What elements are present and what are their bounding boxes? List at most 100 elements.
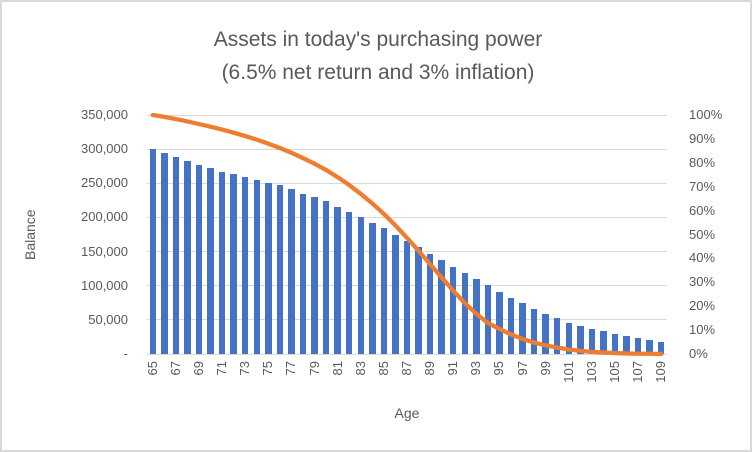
y-axis-right-tick-label: 80% <box>689 154 716 170</box>
bar <box>334 207 341 354</box>
x-axis-title: Age <box>394 405 420 421</box>
x-axis-tick-label: 97 <box>514 361 530 376</box>
x-axis-tick-label: 77 <box>283 361 299 376</box>
y-axis-left-tick-label: 150,000 <box>81 243 128 259</box>
gridline <box>147 148 667 150</box>
y-axis-right-tick-label: 50% <box>689 226 716 242</box>
bar <box>519 303 526 354</box>
chart-title-line1: Assets in today's purchasing power <box>213 28 543 51</box>
x-axis-tick-label: 99 <box>537 361 553 376</box>
bar <box>184 160 191 354</box>
y-axis-left-tick-label: 200,000 <box>81 209 128 225</box>
gridline <box>147 353 667 355</box>
bar <box>207 168 214 354</box>
y-axis-right-tick-label: 70% <box>689 178 716 194</box>
y-axis-right-tick-label: 20% <box>689 298 716 314</box>
x-axis-tick-label: 105 <box>607 361 622 383</box>
bar <box>288 189 295 354</box>
bar <box>253 179 261 354</box>
x-axis-tick-label: 65 <box>144 361 160 376</box>
y-axis-right-tick-label: 30% <box>689 274 716 290</box>
bar <box>623 336 630 354</box>
x-axis-tick-label: 101 <box>560 361 576 383</box>
bar <box>369 222 376 354</box>
bar <box>403 240 411 354</box>
y-axis-right-tick-label: 90% <box>689 130 716 146</box>
bar <box>438 260 445 354</box>
bar <box>484 285 492 354</box>
x-axis-tick-label: 107 <box>630 361 646 383</box>
x-axis-tick-label: 93 <box>468 361 484 376</box>
x-axis-tick-label: 71 <box>214 361 230 376</box>
bar <box>577 326 584 354</box>
y-axis-right-tick-label: 60% <box>689 202 716 218</box>
chart-title-line2: (6.5% net return and 3% inflation) <box>221 61 535 84</box>
bar <box>600 331 607 354</box>
y-axis-right-tick-label: 10% <box>689 322 716 338</box>
bar <box>218 171 226 354</box>
y-axis-right-tick-label: 0% <box>689 346 708 361</box>
bar <box>195 164 203 354</box>
y-axis-left-title: Balance <box>22 209 38 260</box>
x-axis-tick-label: 87 <box>399 361 414 376</box>
bar <box>172 157 180 354</box>
x-axis-tick-label: 81 <box>329 361 345 376</box>
x-axis-tick-label: 91 <box>445 361 461 376</box>
bar <box>530 308 538 354</box>
percent-line-series <box>150 112 664 357</box>
bar <box>230 174 237 354</box>
bar <box>241 177 249 354</box>
x-axis-tick-label: 85 <box>375 361 391 376</box>
bar <box>357 216 365 354</box>
bar <box>507 298 515 354</box>
x-axis-tick-label: 83 <box>352 361 368 376</box>
x-axis-tick-label: 75 <box>260 361 276 376</box>
y-axis-left-tick-label: 250,000 <box>81 175 128 191</box>
bar <box>565 322 573 354</box>
bar <box>299 193 307 354</box>
bar <box>149 149 157 354</box>
x-axis-tick-label: 109 <box>653 361 669 383</box>
bar <box>611 334 619 354</box>
x-axis-tick-label: 67 <box>167 361 183 376</box>
x-axis-tick-label: 73 <box>237 361 253 376</box>
bar <box>392 234 399 354</box>
bar <box>426 253 434 354</box>
chart-title: Assets in today's purchasing power (6.5%… <box>26 23 730 89</box>
bar <box>276 185 284 354</box>
bar <box>415 247 422 354</box>
y-axis-right-tick-label: 100% <box>689 107 723 122</box>
bar <box>634 337 642 354</box>
bar <box>542 313 549 354</box>
y-axis-left-tick-label: 100,000 <box>81 277 128 293</box>
bar <box>345 211 353 354</box>
bar <box>657 341 665 354</box>
x-axis-tick-label: 69 <box>191 361 206 376</box>
percent-line <box>150 112 664 357</box>
gridline <box>147 216 667 218</box>
gridline <box>147 114 667 116</box>
y-axis-left-tick-label: 50,000 <box>88 311 128 327</box>
bar <box>265 182 272 354</box>
y-axis-right-tick-label: 40% <box>689 250 716 266</box>
bar <box>496 291 503 354</box>
y-axis-left-tick-label: 350,000 <box>81 107 128 122</box>
gridline <box>147 182 667 184</box>
bar <box>449 267 457 354</box>
bar <box>646 339 653 354</box>
bar <box>588 328 596 354</box>
bar <box>311 196 318 354</box>
bar <box>380 228 388 354</box>
bar <box>553 317 561 354</box>
bar <box>161 153 168 354</box>
bar <box>461 273 469 354</box>
plot-area <box>147 112 667 357</box>
x-axis-tick-label: 89 <box>422 361 438 376</box>
x-axis-tick-label: 79 <box>306 361 322 376</box>
y-axis-left-tick-label: - <box>123 346 128 361</box>
y-axis-left-tick-label: 300,000 <box>81 141 128 157</box>
x-axis-tick-label: 103 <box>583 361 599 383</box>
bar <box>322 201 330 354</box>
x-axis-tick-label: 95 <box>491 361 507 376</box>
